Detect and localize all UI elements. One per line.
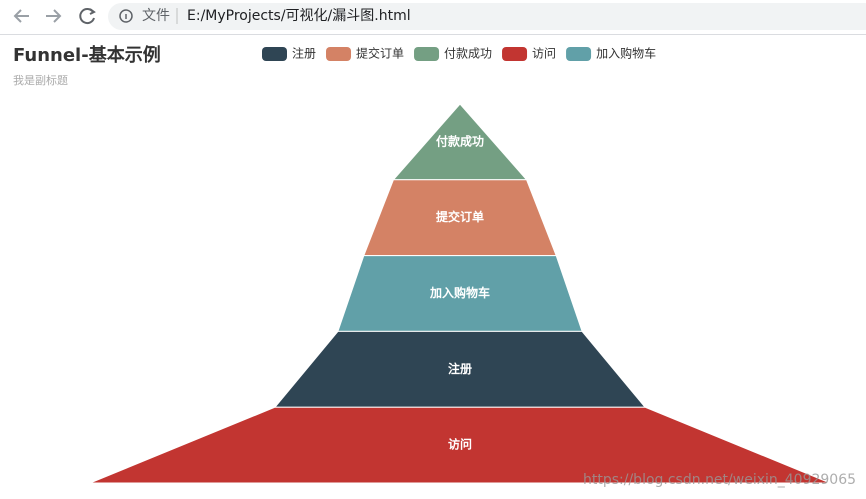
legend-label: 访问 xyxy=(532,47,556,61)
info-icon[interactable] xyxy=(119,9,133,23)
legend-item[interactable]: 注册 xyxy=(262,46,316,62)
legend-label: 提交订单 xyxy=(356,46,404,61)
legend-label: 注册 xyxy=(292,46,316,61)
legend-item[interactable]: 付款成功 xyxy=(414,47,492,62)
funnel-segment xyxy=(89,406,831,484)
legend-label: 付款成功 xyxy=(444,47,492,61)
segment-label: 访问 xyxy=(448,437,472,452)
chart-title: Funnel-基本示例 xyxy=(13,44,161,66)
legend-label: 加入购物车 xyxy=(596,46,656,61)
reload-button[interactable] xyxy=(79,8,95,25)
legend-swatch xyxy=(566,47,592,61)
segment-label: 提交订单 xyxy=(436,209,484,224)
legend-swatch xyxy=(326,47,352,61)
legend-item[interactable]: 提交订单 xyxy=(326,46,404,62)
url: E:/MyProjects/可视化/漏斗图.html xyxy=(187,8,411,24)
back-button[interactable] xyxy=(13,9,29,23)
legend-item[interactable]: 加入购物车 xyxy=(566,46,656,62)
legend-swatch xyxy=(414,47,440,61)
legend-swatch xyxy=(502,47,528,61)
segment-label: 付款成功 xyxy=(436,133,484,148)
legend-swatch xyxy=(262,47,287,61)
watermark: https://blog.csdn.net/weixin_40929065 xyxy=(583,472,856,488)
chart-subtitle: 我是副标题 xyxy=(13,73,68,87)
protocol-label: 文件 xyxy=(142,8,170,24)
reload-arrow xyxy=(89,8,96,15)
nav-icons xyxy=(13,8,96,25)
legend-item[interactable]: 访问 xyxy=(502,47,556,62)
forward-button[interactable] xyxy=(46,9,62,23)
legend: 注册 提交订单 付款成功 访问 加入购物车 xyxy=(262,46,656,62)
segment-label: 加入购物车 xyxy=(429,285,490,300)
address-bar[interactable] xyxy=(108,3,866,30)
segment-label: 注册 xyxy=(448,361,472,376)
